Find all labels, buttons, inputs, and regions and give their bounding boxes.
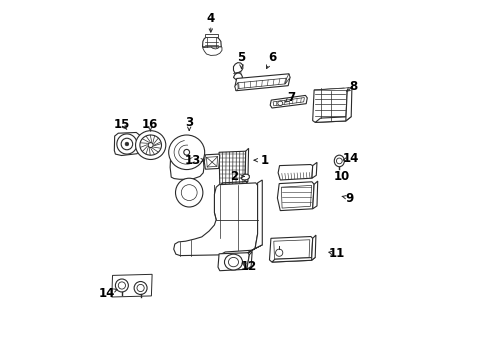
Text: 13: 13 bbox=[185, 154, 201, 167]
Polygon shape bbox=[278, 165, 313, 180]
Polygon shape bbox=[204, 154, 220, 169]
Polygon shape bbox=[313, 88, 347, 122]
Text: 7: 7 bbox=[288, 91, 296, 104]
Polygon shape bbox=[220, 181, 248, 185]
Ellipse shape bbox=[136, 131, 166, 159]
Polygon shape bbox=[174, 183, 258, 256]
Polygon shape bbox=[255, 180, 262, 248]
Polygon shape bbox=[235, 83, 238, 91]
Polygon shape bbox=[312, 162, 317, 178]
Text: 11: 11 bbox=[329, 247, 345, 260]
Text: 9: 9 bbox=[345, 192, 353, 204]
Polygon shape bbox=[205, 34, 219, 37]
Polygon shape bbox=[312, 235, 316, 260]
Polygon shape bbox=[273, 98, 304, 106]
Polygon shape bbox=[281, 185, 312, 208]
Ellipse shape bbox=[148, 143, 153, 148]
Polygon shape bbox=[247, 251, 252, 269]
Text: 4: 4 bbox=[207, 12, 215, 24]
Ellipse shape bbox=[228, 257, 239, 267]
Ellipse shape bbox=[118, 282, 125, 289]
Polygon shape bbox=[285, 74, 290, 84]
Text: 8: 8 bbox=[349, 80, 357, 93]
Ellipse shape bbox=[175, 178, 203, 207]
Ellipse shape bbox=[125, 142, 129, 146]
Ellipse shape bbox=[334, 155, 344, 167]
Ellipse shape bbox=[278, 101, 283, 105]
Polygon shape bbox=[202, 42, 222, 55]
Polygon shape bbox=[242, 174, 249, 180]
Polygon shape bbox=[235, 74, 290, 91]
Text: 3: 3 bbox=[185, 116, 193, 129]
Polygon shape bbox=[315, 117, 351, 122]
Polygon shape bbox=[182, 179, 192, 182]
Text: 6: 6 bbox=[268, 51, 276, 64]
Polygon shape bbox=[245, 148, 248, 184]
Polygon shape bbox=[346, 87, 352, 121]
Polygon shape bbox=[272, 257, 315, 262]
Text: 5: 5 bbox=[237, 51, 245, 64]
Polygon shape bbox=[220, 250, 252, 255]
Ellipse shape bbox=[184, 149, 190, 155]
Ellipse shape bbox=[140, 135, 162, 155]
Text: 14: 14 bbox=[98, 287, 115, 300]
Polygon shape bbox=[270, 237, 313, 262]
Polygon shape bbox=[218, 253, 249, 271]
Text: 14: 14 bbox=[343, 152, 359, 165]
Polygon shape bbox=[233, 63, 243, 73]
Polygon shape bbox=[314, 87, 352, 91]
Polygon shape bbox=[233, 73, 243, 81]
Polygon shape bbox=[202, 37, 221, 47]
Ellipse shape bbox=[169, 135, 205, 170]
Ellipse shape bbox=[224, 254, 243, 270]
Text: 12: 12 bbox=[241, 260, 257, 273]
Text: 15: 15 bbox=[114, 118, 130, 131]
Polygon shape bbox=[170, 152, 204, 179]
Polygon shape bbox=[238, 78, 287, 89]
Ellipse shape bbox=[137, 284, 144, 292]
Polygon shape bbox=[313, 181, 318, 209]
Ellipse shape bbox=[134, 282, 147, 294]
Ellipse shape bbox=[116, 279, 128, 292]
Ellipse shape bbox=[121, 138, 133, 150]
Ellipse shape bbox=[275, 249, 283, 256]
Polygon shape bbox=[219, 151, 245, 185]
Polygon shape bbox=[206, 157, 218, 167]
Ellipse shape bbox=[181, 185, 197, 201]
Ellipse shape bbox=[117, 134, 137, 154]
Polygon shape bbox=[277, 182, 314, 211]
Ellipse shape bbox=[337, 158, 342, 164]
Text: 10: 10 bbox=[334, 170, 350, 183]
Text: 16: 16 bbox=[142, 118, 158, 131]
Polygon shape bbox=[247, 245, 262, 253]
Polygon shape bbox=[114, 132, 140, 156]
Polygon shape bbox=[112, 274, 152, 297]
Text: 1: 1 bbox=[261, 154, 269, 167]
Text: 2: 2 bbox=[230, 170, 238, 183]
Polygon shape bbox=[274, 240, 310, 259]
Polygon shape bbox=[270, 95, 307, 108]
